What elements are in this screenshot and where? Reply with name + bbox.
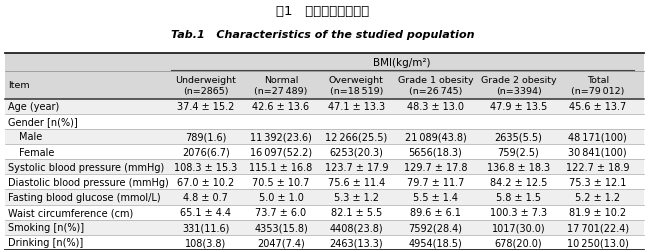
Text: 678(20.0): 678(20.0): [495, 238, 542, 248]
Text: 75.6 ± 11.4: 75.6 ± 11.4: [328, 177, 385, 187]
Text: Female: Female: [19, 147, 55, 157]
Text: Gender [n(%)]: Gender [n(%)]: [8, 117, 77, 127]
Text: 表1   研究对象基本情况: 表1 研究对象基本情况: [276, 5, 369, 18]
Text: 81.9 ± 10.2: 81.9 ± 10.2: [569, 207, 626, 217]
Text: Grade 2 obesity
(n=3394): Grade 2 obesity (n=3394): [481, 76, 557, 96]
Text: 79.7 ± 11.7: 79.7 ± 11.7: [407, 177, 464, 187]
Text: 65.1 ± 4.4: 65.1 ± 4.4: [180, 207, 231, 217]
Text: 67.0 ± 10.2: 67.0 ± 10.2: [177, 177, 234, 187]
Text: 5.8 ± 1.5: 5.8 ± 1.5: [496, 192, 541, 202]
Bar: [5, 190, 644, 205]
Bar: [5, 160, 644, 174]
Text: 5656(18.3): 5656(18.3): [409, 147, 462, 157]
Text: 42.6 ± 13.6: 42.6 ± 13.6: [252, 102, 310, 112]
Text: Fasting blood glucose (mmol/L): Fasting blood glucose (mmol/L): [8, 192, 161, 202]
Text: 100.3 ± 7.3: 100.3 ± 7.3: [490, 207, 547, 217]
Bar: [5, 130, 644, 144]
Text: 136.8 ± 18.3: 136.8 ± 18.3: [487, 162, 550, 172]
Text: 73.7 ± 6.0: 73.7 ± 6.0: [255, 207, 306, 217]
Text: 331(11.6): 331(11.6): [182, 222, 230, 232]
Text: 84.2 ± 12.5: 84.2 ± 12.5: [490, 177, 547, 187]
Text: Systolic blood pressure (mmHg): Systolic blood pressure (mmHg): [8, 162, 164, 172]
Bar: [5, 144, 644, 160]
Text: 45.6 ± 13.7: 45.6 ± 13.7: [569, 102, 626, 112]
Text: 89.6 ± 6.1: 89.6 ± 6.1: [410, 207, 461, 217]
Text: 82.1 ± 5.5: 82.1 ± 5.5: [331, 207, 382, 217]
Text: 5.5 ± 1.4: 5.5 ± 1.4: [413, 192, 458, 202]
Bar: [5, 114, 644, 130]
Text: 1017(30.0): 1017(30.0): [491, 222, 546, 232]
Text: Age (year): Age (year): [8, 102, 59, 112]
Text: 47.9 ± 13.5: 47.9 ± 13.5: [490, 102, 547, 112]
Text: 4954(18.5): 4954(18.5): [409, 238, 462, 248]
Text: 4353(15.8): 4353(15.8): [254, 222, 308, 232]
Text: 7592(28.4): 7592(28.4): [408, 222, 462, 232]
Bar: [5, 235, 644, 250]
Text: 108.3 ± 15.3: 108.3 ± 15.3: [174, 162, 237, 172]
Text: 2047(7.4): 2047(7.4): [257, 238, 305, 248]
Bar: [5, 72, 644, 99]
Text: Normal
(n=27 489): Normal (n=27 489): [254, 76, 308, 96]
Text: 123.7 ± 17.9: 123.7 ± 17.9: [324, 162, 388, 172]
Text: 30 841(100): 30 841(100): [568, 147, 627, 157]
Text: 37.4 ± 15.2: 37.4 ± 15.2: [177, 102, 234, 112]
Text: 6253(20.3): 6253(20.3): [330, 147, 383, 157]
Text: 16 097(52.2): 16 097(52.2): [250, 147, 312, 157]
Text: Drinking [n(%)]: Drinking [n(%)]: [8, 238, 83, 248]
Text: 108(3.8): 108(3.8): [185, 238, 226, 248]
Text: BMI(kg/m²): BMI(kg/m²): [373, 58, 430, 68]
Text: 75.3 ± 12.1: 75.3 ± 12.1: [569, 177, 626, 187]
Text: Waist circumference (cm): Waist circumference (cm): [8, 207, 133, 217]
Text: 2463(13.3): 2463(13.3): [330, 238, 383, 248]
Text: 5.2 ± 1.2: 5.2 ± 1.2: [575, 192, 620, 202]
Bar: [5, 54, 644, 72]
Text: 11 392(23.6): 11 392(23.6): [250, 132, 312, 142]
Text: 4408(23.8): 4408(23.8): [330, 222, 383, 232]
Text: 47.1 ± 13.3: 47.1 ± 13.3: [328, 102, 385, 112]
Text: 17 701(22.4): 17 701(22.4): [567, 222, 629, 232]
Text: Overweight
(n=18 519): Overweight (n=18 519): [329, 76, 384, 96]
Text: 115.1 ± 16.8: 115.1 ± 16.8: [250, 162, 313, 172]
Bar: [5, 174, 644, 190]
Text: Tab.1   Characteristics of the studied population: Tab.1 Characteristics of the studied pop…: [171, 30, 474, 40]
Text: 122.7 ± 18.9: 122.7 ± 18.9: [566, 162, 630, 172]
Text: 2635(5.5): 2635(5.5): [495, 132, 542, 142]
Text: Male: Male: [19, 132, 43, 142]
Text: 21 089(43.8): 21 089(43.8): [404, 132, 466, 142]
Text: 2076(6.7): 2076(6.7): [182, 147, 230, 157]
Text: 759(2.5): 759(2.5): [498, 147, 539, 157]
Bar: [5, 220, 644, 235]
Text: 48 171(100): 48 171(100): [568, 132, 627, 142]
Text: 4.8 ± 0.7: 4.8 ± 0.7: [183, 192, 228, 202]
Text: 789(1.6): 789(1.6): [185, 132, 226, 142]
Text: Smoking [n(%)]: Smoking [n(%)]: [8, 222, 84, 232]
Bar: [5, 99, 644, 114]
Text: Diastolic blood pressure (mmHg): Diastolic blood pressure (mmHg): [8, 177, 168, 187]
Text: Underweight
(n=2865): Underweight (n=2865): [175, 76, 236, 96]
Text: 10 250(13.0): 10 250(13.0): [567, 238, 629, 248]
Bar: [5, 205, 644, 220]
Text: 129.7 ± 17.8: 129.7 ± 17.8: [404, 162, 467, 172]
Text: Grade 1 obesity
(n=26 745): Grade 1 obesity (n=26 745): [398, 76, 473, 96]
Text: Item: Item: [8, 81, 30, 90]
Text: 48.3 ± 13.0: 48.3 ± 13.0: [407, 102, 464, 112]
Text: 5.0 ± 1.0: 5.0 ± 1.0: [259, 192, 303, 202]
Text: Total
(n=79 012): Total (n=79 012): [571, 76, 624, 96]
Text: 12 266(25.5): 12 266(25.5): [325, 132, 388, 142]
Text: 5.3 ± 1.2: 5.3 ± 1.2: [334, 192, 379, 202]
Text: 70.5 ± 10.7: 70.5 ± 10.7: [252, 177, 310, 187]
